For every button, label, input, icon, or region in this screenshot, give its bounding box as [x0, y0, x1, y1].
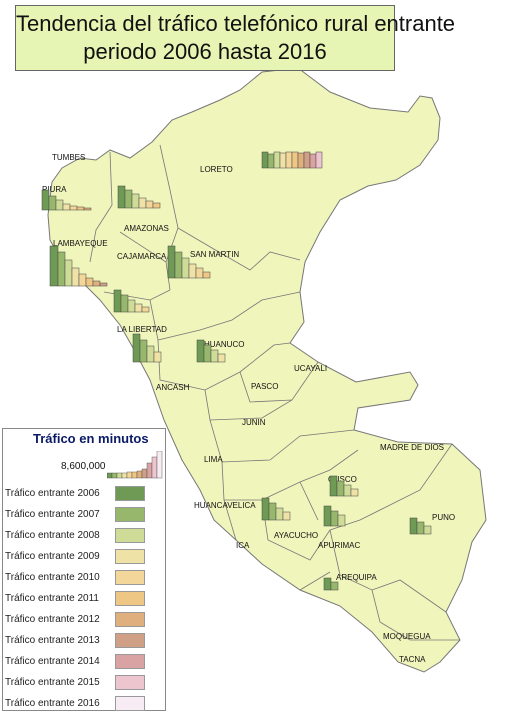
label-moquegua: MOQUEGUA — [383, 632, 431, 641]
mini-chart-apurimac — [323, 505, 346, 527]
label-lima: LIMA — [204, 455, 223, 464]
label-ucayali: UCAYALI — [294, 364, 327, 373]
legend-panel: Tráfico en minutos 8,600,000 Tráfico ent… — [2, 428, 166, 711]
legend-entry-2012: Tráfico entrante 2012 — [3, 610, 167, 631]
label-piura: PIURA — [42, 185, 67, 194]
mini-chart-amazonas — [117, 185, 161, 209]
legend-swatch — [115, 675, 145, 690]
label-tacna: TACNA — [399, 655, 426, 664]
legend-label: Tráfico entrante 2006 — [5, 488, 100, 499]
label-la-libertad: LA LIBERTAD — [117, 325, 167, 334]
label-ayacucho: AYACUCHO — [274, 531, 318, 540]
legend-entry-2014: Tráfico entrante 2014 — [3, 652, 167, 673]
title-line-2: periodo 2006 hasta 2016 — [83, 39, 327, 64]
legend-label: Tráfico entrante 2016 — [5, 698, 100, 709]
mini-chart-huanuco — [196, 339, 226, 363]
label-ancash: ANCASH — [156, 383, 190, 392]
legend-swatch — [115, 591, 145, 606]
mini-chart-cajamarca — [113, 289, 150, 313]
title-line-1: Tendencia del tráfico telefónico rural e… — [16, 11, 456, 36]
mini-chart-la-libertad — [132, 333, 162, 363]
legend-entry-2009: Tráfico entrante 2009 — [3, 547, 167, 568]
legend-label: Tráfico entrante 2015 — [5, 677, 100, 688]
legend-entries: Tráfico entrante 2006 Tráfico entrante 2… — [3, 484, 167, 715]
legend-swatch — [115, 528, 145, 543]
map-title: Tendencia del tráfico telefónico rural e… — [15, 5, 456, 71]
legend-entry-2010: Tráfico entrante 2010 — [3, 568, 167, 589]
label-huanuco: HUANUCO — [204, 340, 244, 349]
legend-entry-2008: Tráfico entrante 2008 — [3, 526, 167, 547]
legend-label: Tráfico entrante 2009 — [5, 551, 100, 562]
legend-entry-2016: Tráfico entrante 2016 — [3, 694, 167, 715]
mini-chart-arequipa — [323, 577, 339, 591]
label-loreto: LORETO — [200, 165, 233, 174]
legend-scale-chart — [107, 451, 163, 479]
label-pasco: PASCO — [251, 382, 278, 391]
legend-label: Tráfico entrante 2008 — [5, 530, 100, 541]
mini-chart-huancavelica — [261, 497, 291, 521]
mini-chart-cusco — [329, 475, 359, 497]
legend-entry-2011: Tráfico entrante 2011 — [3, 589, 167, 610]
mini-chart-loreto — [261, 151, 323, 169]
legend-scale-value: 8,600,000 — [61, 461, 106, 472]
label-junin: JUNIN — [242, 418, 266, 427]
mini-chart-san-martin — [167, 245, 211, 279]
label-ica: ICA — [236, 541, 250, 550]
legend-title: Tráfico en minutos — [33, 431, 149, 446]
mini-chart-piura — [41, 189, 92, 211]
legend-swatch — [115, 612, 145, 627]
legend-entry-2006: Tráfico entrante 2006 — [3, 484, 167, 505]
legend-swatch — [115, 654, 145, 669]
label-apurimac: APURIMAC — [318, 541, 360, 550]
label-lambayeque: LAMBAYEQUE — [53, 239, 108, 248]
legend-swatch — [115, 696, 145, 711]
legend-label: Tráfico entrante 2011 — [5, 593, 99, 604]
legend-label: Tráfico entrante 2014 — [5, 656, 100, 667]
legend-entry-2015: Tráfico entrante 2015 — [3, 673, 167, 694]
legend-swatch — [115, 486, 145, 501]
legend-swatch — [115, 570, 145, 585]
legend-swatch — [115, 507, 145, 522]
label-cajamarca: CAJAMARCA — [117, 252, 167, 261]
legend-label: Tráfico entrante 2010 — [5, 572, 100, 583]
label-puno: PUNO — [432, 513, 455, 522]
label-madre-de-dios: MADRE DE DIOS — [380, 443, 444, 452]
legend-label: Tráfico entrante 2013 — [5, 635, 100, 646]
label-huancavelica: HUANCAVELICA — [194, 501, 256, 510]
legend-label: Tráfico entrante 2007 — [5, 509, 100, 520]
label-san-martin: SAN MARTIN — [190, 250, 239, 259]
region-labels: TUMBES PIURA LORETO AMAZONAS LAMBAYEQUE … — [42, 153, 455, 664]
legend-swatch — [115, 549, 145, 564]
mini-chart-lambayeque — [49, 245, 108, 287]
legend-swatch — [115, 633, 145, 648]
label-arequipa: AREQUIPA — [336, 573, 377, 582]
legend-entry-2013: Tráfico entrante 2013 — [3, 631, 167, 652]
mini-chart-puno — [409, 517, 432, 535]
legend-label: Tráfico entrante 2012 — [5, 614, 100, 625]
label-tumbes: TUMBES — [52, 153, 85, 162]
legend-entry-2007: Tráfico entrante 2007 — [3, 505, 167, 526]
label-cusco: CUSCO — [328, 475, 357, 484]
label-amazonas: AMAZONAS — [124, 224, 169, 233]
